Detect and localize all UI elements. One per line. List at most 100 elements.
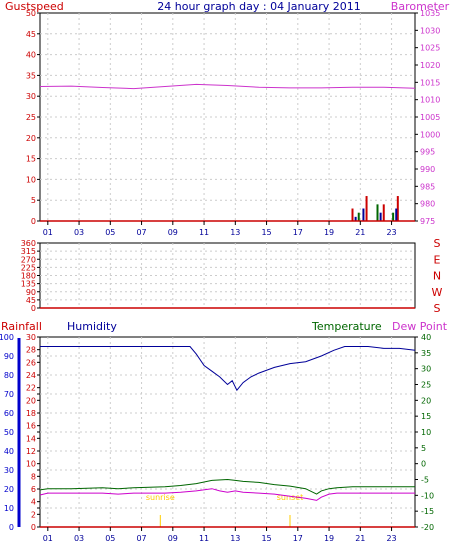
dewpoint-series-line	[39, 488, 415, 501]
x-tick-label: 01	[43, 534, 53, 543]
y-tick-label: 995	[420, 148, 435, 157]
temperature-series-line	[39, 478, 415, 495]
y-tick-label: 30	[26, 92, 36, 101]
y-tick-label: 20	[26, 396, 36, 405]
y-tick-label: 25	[421, 381, 431, 390]
y-tick-label: 30	[421, 365, 431, 374]
chart-title: 24 hour graph day : 04 January 2011	[157, 0, 361, 13]
wind-average-bar	[379, 212, 382, 221]
y-tick-label: 50	[4, 428, 14, 437]
humidity-temperature-plot-frame	[39, 336, 416, 528]
y-tick-label: 1010	[420, 96, 440, 105]
sunrise-label: sunrise	[146, 493, 175, 502]
x-tick-label: 03	[74, 228, 84, 237]
x-tick-label: 23	[386, 228, 396, 237]
x-tick-label: 15	[261, 228, 271, 237]
compass-direction-label: S	[434, 237, 441, 250]
x-tick-label: 09	[168, 228, 178, 237]
y-tick-label: 80	[4, 371, 14, 380]
wind-average-bar	[395, 208, 398, 221]
y-tick-label: 6	[31, 485, 36, 494]
y-tick-label: 10	[4, 504, 14, 513]
temperature-axis-title: Temperature	[311, 320, 382, 333]
x-tick-label: 13	[230, 228, 240, 237]
y-tick-label: 1005	[420, 113, 440, 122]
y-tick-label: 40	[26, 51, 36, 60]
y-tick-label: 0	[31, 523, 36, 532]
x-tick-label: 05	[105, 228, 115, 237]
humidity-axis-title: Humidity	[67, 320, 117, 333]
y-tick-label: 0	[31, 217, 36, 226]
y-tick-label: 2	[31, 510, 36, 519]
y-tick-label: 10	[421, 428, 431, 437]
wind-average-bar	[354, 216, 357, 221]
y-tick-label: 1000	[420, 130, 440, 139]
y-tick-label: 30	[4, 466, 14, 475]
x-tick-label: 13	[230, 534, 240, 543]
y-tick-label: 35	[421, 349, 431, 358]
y-tick-label: 20	[26, 134, 36, 143]
y-tick-label: 0	[9, 523, 14, 532]
y-tick-label: 16	[26, 422, 36, 431]
y-tick-label: 22	[26, 384, 36, 393]
x-tick-label: 19	[324, 228, 334, 237]
y-tick-label: 20	[4, 485, 14, 494]
y-tick-label: 90	[26, 288, 36, 297]
gust-bar	[357, 212, 360, 221]
y-tick-label: 980	[420, 200, 435, 209]
y-tick-label: 14	[26, 434, 36, 443]
y-tick-label: 0	[421, 460, 426, 469]
y-tick-label: 8	[31, 472, 36, 481]
sunset-label: sunset	[277, 493, 304, 502]
x-tick-label: 09	[168, 534, 178, 543]
y-tick-label: 10	[26, 175, 36, 184]
y-tick-label: 28	[26, 346, 36, 355]
y-tick-label: 10	[26, 460, 36, 469]
y-tick-label: 1035	[420, 9, 440, 18]
y-tick-label: 25	[26, 113, 36, 122]
gust-axis-title: Gustspeed	[5, 0, 64, 13]
y-tick-label: 1025	[420, 44, 440, 53]
y-tick-label: 985	[420, 182, 435, 191]
x-tick-label: 17	[293, 534, 303, 543]
y-tick-label: 12	[26, 447, 36, 456]
y-tick-label: 35	[26, 71, 36, 80]
y-tick-label: 30	[26, 333, 36, 342]
y-tick-label: 15	[26, 155, 36, 164]
dewpoint-axis-title: Dew Point	[392, 320, 448, 333]
y-tick-label: 60	[4, 409, 14, 418]
barometer-axis-title: Barometer	[391, 0, 450, 13]
y-tick-label: 5	[421, 444, 426, 453]
gust-bar	[382, 204, 385, 221]
x-tick-label: 07	[136, 534, 146, 543]
x-tick-label: 11	[199, 534, 209, 543]
y-tick-label: 135	[21, 280, 36, 289]
y-tick-label: 18	[26, 409, 36, 418]
y-tick-label: 1020	[420, 61, 440, 70]
compass-direction-label: W	[432, 286, 443, 299]
y-tick-label: 100	[0, 333, 14, 342]
y-tick-label: -20	[421, 523, 434, 532]
gust-bar	[365, 196, 368, 221]
y-tick-label: 45	[26, 30, 36, 39]
x-tick-label: 23	[386, 534, 396, 543]
y-tick-label: 360	[21, 239, 36, 248]
y-tick-label: 15	[421, 412, 431, 421]
y-tick-label: 40	[4, 447, 14, 456]
gust-barometer-plot-frame	[39, 12, 416, 222]
y-tick-label: 90	[4, 352, 14, 361]
x-tick-label: 17	[293, 228, 303, 237]
y-tick-label: 5	[31, 196, 36, 205]
x-tick-label: 07	[136, 228, 146, 237]
x-tick-label: 03	[74, 534, 84, 543]
y-tick-label: 315	[21, 247, 36, 256]
y-tick-label: 20	[421, 396, 431, 405]
y-tick-label: 990	[420, 165, 435, 174]
y-tick-label: -5	[421, 476, 429, 485]
x-tick-label: 11	[199, 228, 209, 237]
y-tick-label: 225	[21, 263, 36, 272]
